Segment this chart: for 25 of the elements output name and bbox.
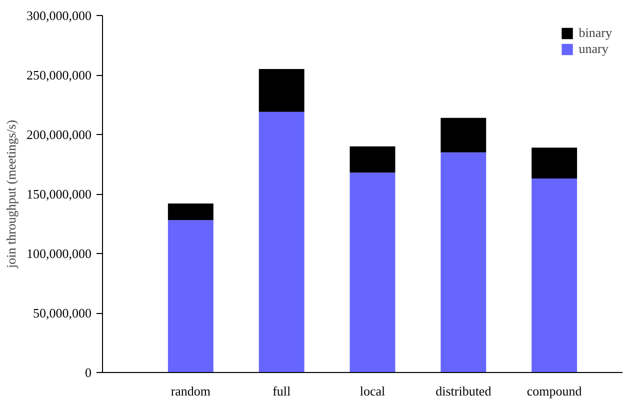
bar <box>350 172 396 372</box>
bar <box>440 118 486 152</box>
x-tick-label: compound <box>526 384 582 398</box>
x-tick-label: local <box>360 384 386 398</box>
legend-label: unary <box>578 41 608 57</box>
y-tick-label: 300,000,000 <box>26 8 92 23</box>
x-tick-label: full <box>272 384 292 398</box>
bar <box>258 69 304 112</box>
bar <box>258 112 304 372</box>
y-tick-label: 250,000,000 <box>26 68 92 82</box>
bar <box>532 148 578 179</box>
y-tick-label: 0 <box>85 365 92 380</box>
y-tick-label: 50,000,000 <box>33 306 92 320</box>
bar <box>350 146 396 173</box>
bar <box>168 220 214 372</box>
bar <box>168 204 214 220</box>
legend-label: binary <box>578 25 612 41</box>
x-tick-label: distributed <box>436 384 492 398</box>
y-tick-label: 200,000,000 <box>26 127 92 142</box>
y-tick-label: 150,000,000 <box>26 186 92 202</box>
bar <box>440 152 486 372</box>
x-tick-label: random <box>170 384 211 398</box>
y-axis-title: join throughput (meetings/s) <box>4 120 18 270</box>
y-tick-label: 100,000,000 <box>26 246 92 261</box>
bar <box>532 178 578 372</box>
